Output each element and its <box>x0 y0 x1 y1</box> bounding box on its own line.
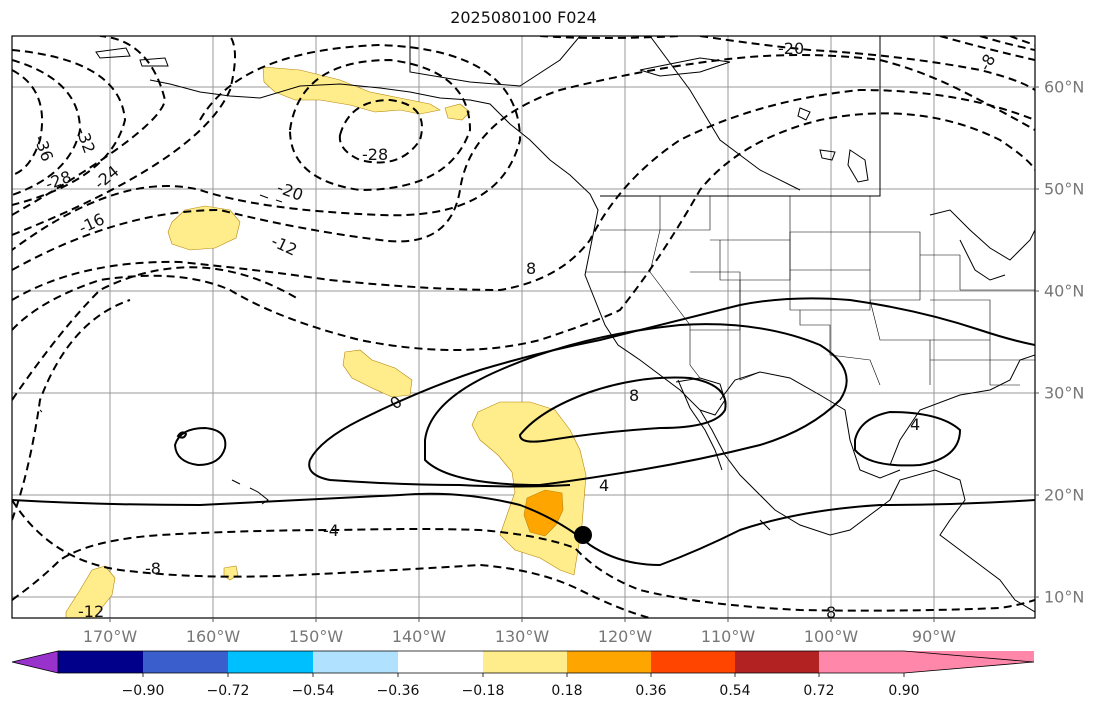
colorbar-segment <box>819 651 904 673</box>
state-borders <box>585 195 1035 386</box>
longitude-label: 170°W <box>82 627 138 646</box>
colorbar <box>11 650 1035 677</box>
storm-center-marker <box>574 526 592 544</box>
longitude-label: 120°W <box>597 627 653 646</box>
contour-label: -8 <box>145 559 161 578</box>
axis-ticks <box>109 86 1039 622</box>
contour-label: -36 <box>30 133 57 164</box>
colorbar-tick-label: −0.90 <box>121 683 165 699</box>
colorbar-segment <box>228 651 313 673</box>
longitude-label: 150°W <box>288 627 344 646</box>
colorbar-segment <box>58 651 143 673</box>
longitude-label: 100°W <box>803 627 859 646</box>
latitude-label: 60°N <box>1044 77 1085 97</box>
longitude-label: 130°W <box>494 627 550 646</box>
colorbar-tick-label: 0.36 <box>635 683 667 699</box>
coastlines <box>39 36 1035 613</box>
contour-label: -4 <box>323 521 339 540</box>
longitude-label: 110°W <box>700 627 756 646</box>
latitude-label: 30°N <box>1044 383 1085 403</box>
gridlines <box>12 36 1035 618</box>
latitude-label: 20°N <box>1044 485 1085 505</box>
latitude-label: 50°N <box>1044 179 1085 199</box>
contour-labels: -36 -32 -28 -24 -16 -28 -20 -12 8 0 8 4 … <box>30 39 999 622</box>
colorbar-segment <box>483 651 567 673</box>
colorbar-tick-label: −0.18 <box>461 683 505 699</box>
contour-label: -32 <box>72 125 99 156</box>
contour-label: -12 <box>78 602 104 621</box>
contour-label: -20 <box>778 39 804 58</box>
contour-label: 4 <box>910 415 920 434</box>
colorbar-segment <box>735 651 819 673</box>
contour-label: 8 <box>526 259 536 278</box>
contour-label: -28 <box>362 145 388 164</box>
contour-label: -12 <box>268 231 300 259</box>
colorbar-segment <box>313 651 398 673</box>
latitude-label: 10°N <box>1044 587 1085 607</box>
colorbar-tick-label: −0.72 <box>206 683 250 699</box>
longitude-label: 160°W <box>185 627 241 646</box>
contour-label: 8 <box>629 386 639 405</box>
colorbar-max-extension <box>904 651 1034 673</box>
colorbar-tick-label: −0.54 <box>291 683 335 699</box>
colorbar-segment <box>651 651 735 673</box>
dashed-contours <box>12 36 1035 618</box>
colorbar-tick-label: 0.54 <box>719 683 751 699</box>
shaded-regions <box>65 66 587 618</box>
longitude-label: 140°W <box>391 627 447 646</box>
colorbar-segment <box>567 651 651 673</box>
longitude-label: 90°W <box>911 627 957 646</box>
contour-label: 4 <box>599 476 609 495</box>
contour-label: 8 <box>826 603 836 622</box>
colorbar-tick-label: 0.90 <box>888 683 920 699</box>
contour-label: -16 <box>76 209 108 237</box>
colorbar-min-extension <box>12 651 58 673</box>
colorbar-tick-label: −0.36 <box>376 683 420 699</box>
map-frame <box>11 35 1036 619</box>
colorbar-tick-label: 0.72 <box>803 683 835 699</box>
latitude-label: 40°N <box>1044 281 1085 301</box>
contour-label: -28 <box>43 167 74 194</box>
map-title: 2025080100 F024 <box>450 8 597 27</box>
colorbar-segment <box>143 651 228 673</box>
colorbar-tick-label: 0.18 <box>551 683 583 699</box>
colorbar-segment <box>398 651 483 673</box>
